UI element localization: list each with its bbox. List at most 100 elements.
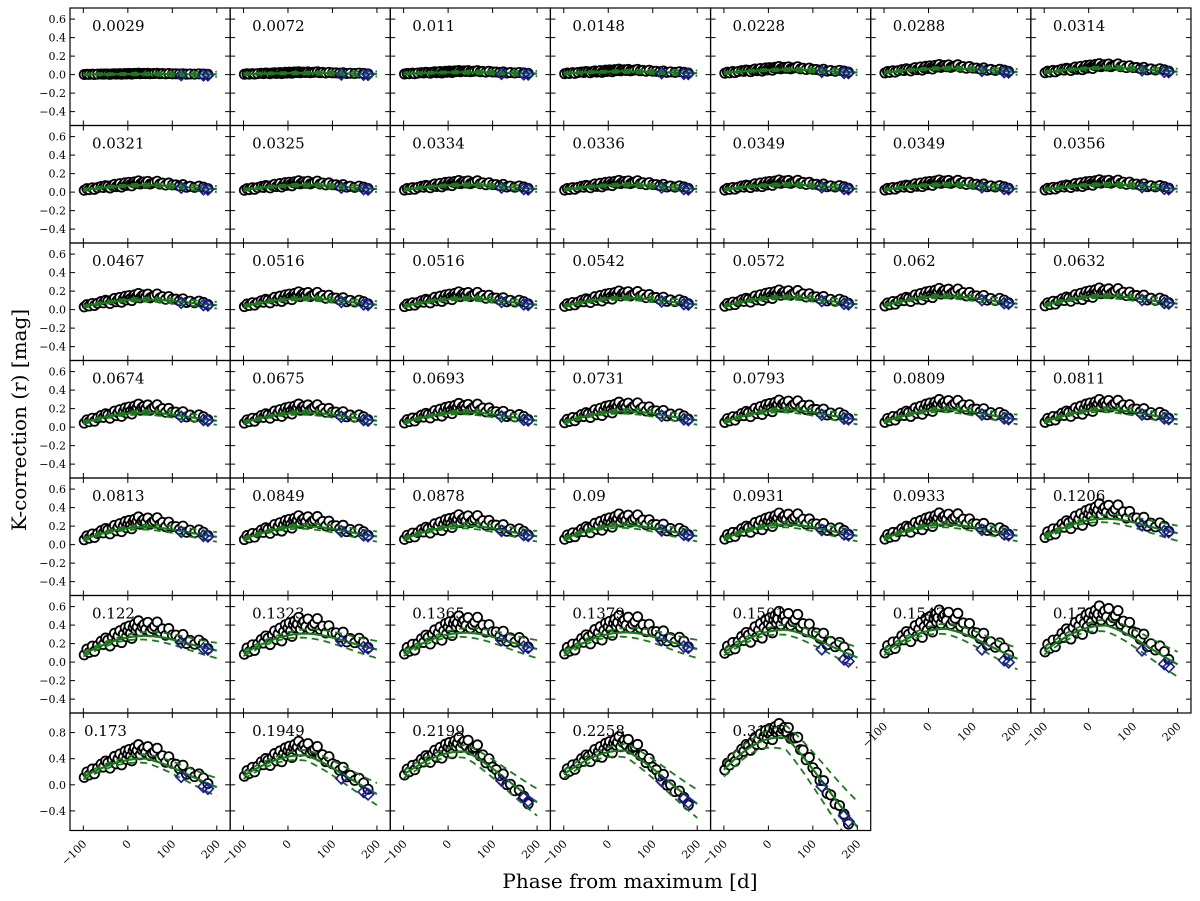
template-diamond xyxy=(837,66,851,80)
data-point xyxy=(151,616,163,628)
panel-redshift-label: 0.0516 xyxy=(252,252,305,270)
panel-redshift-label: 0.0878 xyxy=(412,487,465,505)
panel-redshift-label: 0.0675 xyxy=(252,370,305,388)
model-curve xyxy=(403,631,538,655)
panel-38: 0.1365 xyxy=(389,594,552,714)
template-diamond xyxy=(174,635,188,650)
panel-27: 0.0809 xyxy=(870,359,1032,479)
data-point xyxy=(842,818,854,830)
y-tick-label: −0.4 xyxy=(39,576,66,589)
panel-redshift-label: 0.1365 xyxy=(412,605,465,623)
y-tick-label: 0.8 xyxy=(49,727,67,740)
y-tick-label: −0.4 xyxy=(39,341,66,354)
y-tick-label: 0.4 xyxy=(49,149,67,162)
template-diamond xyxy=(815,779,829,793)
model-curve xyxy=(723,628,858,659)
model-curve xyxy=(1043,517,1178,538)
panels-layer: −0.4 −0.2 0.0 0.2 0.4 0.6 0.0029 0.0072 0.011 0.0… xyxy=(39,7,1192,868)
x-tick-label: −100 xyxy=(59,837,90,868)
model-curve xyxy=(402,750,538,804)
template-diamond xyxy=(997,182,1011,196)
model-curve xyxy=(243,525,378,541)
y-tick-label: 0.0 xyxy=(49,421,67,434)
template-diamond xyxy=(1001,655,1016,669)
panel-redshift-label: 0.0288 xyxy=(893,17,946,35)
template-diamond xyxy=(196,641,211,656)
template-diamond xyxy=(1157,411,1171,425)
data-point xyxy=(151,742,163,754)
template-diamond xyxy=(654,633,669,647)
y-tick-label: −0.2 xyxy=(39,557,66,570)
model-curve xyxy=(243,297,377,308)
panel-redshift-label: 0.17 xyxy=(1053,605,1086,623)
model-curve xyxy=(883,295,1018,307)
panel-42: −100 0 100 200 0.17 xyxy=(1020,594,1192,750)
model-upper-bound xyxy=(883,406,1018,422)
panel-28: 0.0811 xyxy=(1030,359,1192,479)
template-diamond xyxy=(521,413,535,427)
model-curve xyxy=(563,70,698,75)
template-diamond xyxy=(841,654,856,668)
template-diamond xyxy=(521,794,535,808)
model-curve xyxy=(82,634,217,656)
model-curve xyxy=(83,411,217,424)
panel-40: 0.1501 xyxy=(709,594,872,714)
template-diamond xyxy=(517,297,531,312)
template-diamond xyxy=(334,634,348,648)
panel-redshift-label: 0.0849 xyxy=(252,487,305,505)
panel-plot-area xyxy=(559,396,698,429)
template-diamond xyxy=(841,412,856,426)
template-diamond xyxy=(997,296,1011,310)
model-upper-bound xyxy=(1043,406,1178,422)
model-upper-bound xyxy=(243,522,378,539)
y-tick-label: 0.4 xyxy=(49,267,67,280)
y-tick-label: −0.4 xyxy=(39,693,66,706)
y-tick-label: 0.4 xyxy=(49,502,67,515)
template-diamond xyxy=(1135,643,1149,657)
template-diamond xyxy=(654,409,669,423)
model-upper-bound xyxy=(883,622,1018,650)
panel-6: 0.0288 xyxy=(870,7,1032,127)
model-lower-bound xyxy=(83,300,217,310)
model-lower-bound xyxy=(563,412,698,426)
y-tick-label: 0.0 xyxy=(49,304,67,317)
panel-redshift-label: 0.0314 xyxy=(1053,17,1106,35)
template-diamond xyxy=(1157,296,1171,310)
model-lower-bound xyxy=(403,72,538,78)
template-diamond xyxy=(196,413,211,427)
template-diamond xyxy=(356,68,371,82)
panel-9: 0.0325 xyxy=(229,124,391,244)
template-diamond xyxy=(1135,518,1149,532)
data-point xyxy=(311,740,323,752)
model-curve xyxy=(883,627,1018,660)
template-diamond xyxy=(201,298,215,312)
model-lower-bound xyxy=(83,413,217,426)
panel-7: 0.0314 xyxy=(1030,7,1192,127)
template-diamond xyxy=(1162,182,1176,196)
model-upper-bound xyxy=(723,294,858,306)
model-lower-bound xyxy=(82,761,218,798)
panel-12: 0.0349 xyxy=(709,124,872,244)
panel-16: 0.0516 xyxy=(229,242,391,362)
model-curve xyxy=(243,72,377,76)
panel-plot-area xyxy=(719,394,858,428)
template-diamond xyxy=(654,774,669,788)
template-diamond xyxy=(334,180,348,195)
panel-26: 0.0793 xyxy=(709,359,872,479)
panel-plot-area xyxy=(719,605,858,669)
x-axis-label: Phase from maximum [d] xyxy=(502,869,757,893)
model-lower-bound xyxy=(563,755,698,819)
panel-redshift-label: 0.0793 xyxy=(733,370,786,388)
panel-redshift-label: 0.1543 xyxy=(893,605,946,623)
y-tick-label: 0.0 xyxy=(49,656,67,669)
panel-plot-area xyxy=(559,609,698,660)
template-diamond xyxy=(815,180,829,194)
template-diamond xyxy=(196,182,211,196)
panel-redshift-label: 0.0072 xyxy=(252,17,305,35)
model-upper-bound xyxy=(563,626,698,652)
template-diamond xyxy=(1001,182,1016,196)
panel-redshift-label: 0.0542 xyxy=(572,252,625,270)
model-curve xyxy=(242,632,378,655)
panel-15: −0.4 −0.2 0.0 0.2 0.4 0.6 0.0467 xyxy=(39,242,231,362)
template-diamond xyxy=(1001,412,1016,426)
